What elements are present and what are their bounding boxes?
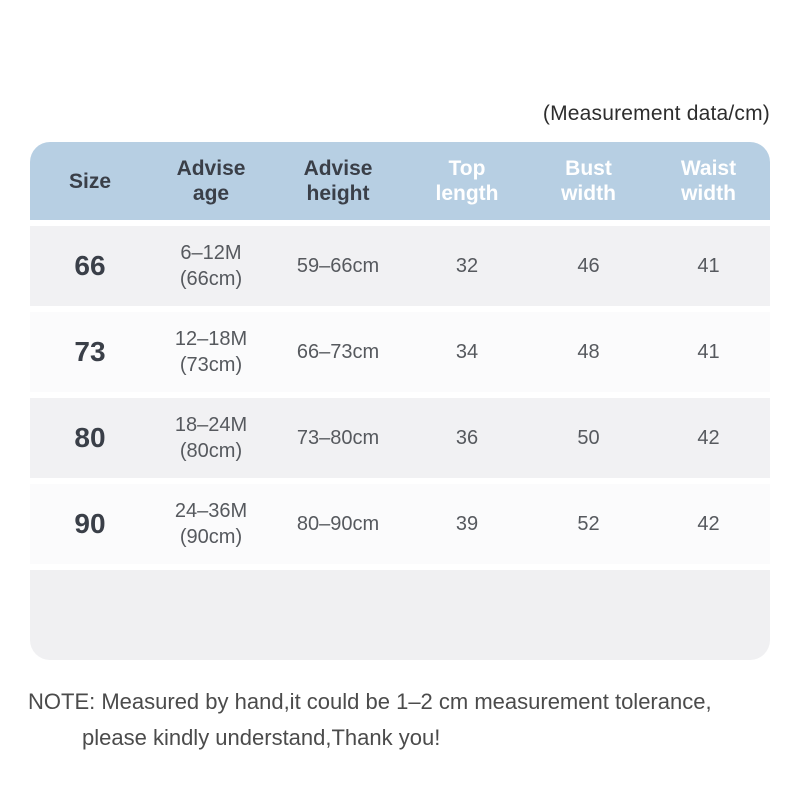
cell-waist-width: 42 [697, 427, 720, 449]
header-label-line2: width [561, 182, 616, 205]
header-cell-advise-height: Advise height [272, 142, 404, 220]
header-label-line2: length [435, 182, 499, 205]
cell-waist-width: 42 [697, 513, 720, 535]
header-label-line2: width [681, 182, 736, 205]
header-label-line1: Bust [565, 157, 612, 180]
cell-top-length: 32 [455, 255, 479, 277]
header-cell-top-length: Top length [404, 142, 530, 220]
header-label-line1: Top [448, 157, 486, 180]
size-chart-table: Size Advise age Advise height Top length… [30, 142, 770, 660]
cell-size: 80 [74, 422, 106, 453]
age-range: 6–12M [180, 242, 242, 264]
cell-advise-age: 6–12M (66cm) [150, 226, 272, 306]
cell-bust-width: 46 [577, 255, 600, 277]
header-cell-advise-age: Advise age [150, 142, 272, 220]
header-label-line1: Advise [303, 157, 373, 180]
header-cell-waist-width: Waist width [647, 142, 770, 220]
cell-advise-age: 12–18M (73cm) [150, 312, 272, 392]
cell-waist-width: 41 [697, 255, 720, 277]
header-label-line2: height [306, 182, 370, 205]
header-label: Size [68, 169, 112, 193]
measurement-note: NOTE: Measured by hand,it could be 1–2 c… [28, 684, 788, 756]
cell-size: 66 [74, 250, 106, 281]
table-header-row: Size Advise age Advise height Top length… [30, 142, 770, 220]
age-height-ref: (66cm) [179, 268, 243, 290]
header-label-line1: Advise [176, 157, 246, 180]
age-range: 18–24M [174, 414, 248, 436]
measurement-unit-caption: (Measurement data/cm) [542, 102, 770, 125]
note-line-1: NOTE: Measured by hand,it could be 1–2 c… [28, 689, 712, 714]
cell-advise-age: 24–36M (90cm) [150, 484, 272, 564]
cell-advise-age: 18–24M (80cm) [150, 398, 272, 478]
table-footer-spacer [30, 570, 770, 660]
age-height-ref: (80cm) [179, 440, 243, 462]
cell-bust-width: 52 [577, 513, 600, 535]
header-label-line1: Waist [680, 157, 737, 180]
header-cell-bust-width: Bust width [530, 142, 647, 220]
table-row-size-80: 80 18–24M (80cm) 73–80cm 36 50 42 [30, 398, 770, 478]
header-cell-size: Size [30, 142, 150, 220]
cell-bust-width: 50 [577, 427, 600, 449]
cell-bust-width: 48 [577, 341, 600, 363]
age-height-ref: (73cm) [179, 354, 243, 376]
cell-top-length: 36 [455, 427, 479, 449]
table-row-size-73: 73 12–18M (73cm) 66–73cm 34 48 41 [30, 312, 770, 392]
table-row-size-66: 66 6–12M (66cm) 59–66cm 32 46 41 [30, 226, 770, 306]
cell-size: 73 [74, 336, 106, 367]
cell-advise-height: 80–90cm [296, 513, 380, 535]
age-range: 12–18M [174, 328, 248, 350]
cell-advise-height: 73–80cm [296, 427, 380, 449]
note-line-2: please kindly understand,Thank you! [82, 725, 441, 750]
table-row-size-90: 90 24–36M (90cm) 80–90cm 39 52 42 [30, 484, 770, 564]
cell-size: 90 [74, 508, 106, 539]
header-label-line2: age [192, 182, 230, 205]
cell-advise-height: 66–73cm [296, 341, 380, 363]
cell-waist-width: 41 [697, 341, 720, 363]
cell-top-length: 34 [455, 341, 479, 363]
cell-advise-height: 59–66cm [296, 255, 380, 277]
age-height-ref: (90cm) [179, 526, 243, 548]
age-range: 24–36M [174, 500, 248, 522]
cell-top-length: 39 [455, 513, 479, 535]
